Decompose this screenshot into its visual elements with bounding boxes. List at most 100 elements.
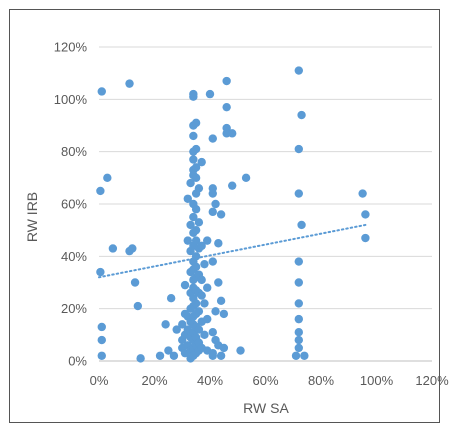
- data-point: [186, 178, 195, 188]
- data-point: [219, 309, 229, 319]
- data-point: [294, 189, 303, 198]
- data-point: [208, 189, 217, 198]
- data-point: [197, 275, 206, 285]
- data-point: [294, 278, 303, 287]
- data-point: [97, 351, 106, 360]
- x-tick-label: 0%: [90, 373, 109, 388]
- x-tick-label: 100%: [360, 373, 394, 388]
- data-point: [219, 343, 229, 353]
- data-point: [194, 218, 204, 227]
- data-point: [191, 173, 201, 183]
- data-point: [191, 236, 201, 245]
- data-point: [205, 89, 215, 99]
- data-point: [183, 194, 192, 203]
- gridlines: [99, 46, 432, 362]
- data-point: [294, 299, 303, 308]
- data-point: [197, 291, 206, 300]
- data-point: [200, 299, 209, 308]
- x-tick-label: 80%: [308, 373, 334, 388]
- y-axis-title: RW IRB: [24, 192, 40, 242]
- data-point: [294, 335, 303, 345]
- data-point: [180, 280, 190, 290]
- data-point: [133, 301, 143, 311]
- data-point: [294, 343, 303, 353]
- trendline: [98, 223, 367, 279]
- data-point: [191, 205, 201, 214]
- y-tick-label: 20%: [61, 301, 87, 316]
- data-point: [200, 259, 209, 269]
- data-point: [300, 351, 309, 360]
- data-point: [294, 328, 303, 337]
- data-point: [136, 354, 145, 363]
- data-point: [294, 144, 303, 154]
- data-point: [291, 351, 301, 360]
- data-point: [194, 184, 204, 193]
- data-point: [172, 325, 181, 334]
- y-tick-labels: 0% 20% 40% 60% 80% 100% 120%: [54, 40, 88, 369]
- data-point: [166, 294, 176, 303]
- data-point: [214, 278, 223, 287]
- y-tick-label: 0%: [68, 354, 87, 369]
- data-point: [297, 110, 306, 120]
- x-tick-labels: 0% 20% 40% 60% 80% 100% 120%: [90, 373, 449, 388]
- x-tick-label: 20%: [141, 373, 167, 388]
- data-point: [211, 307, 220, 316]
- data-point: [241, 173, 251, 183]
- data-point: [211, 199, 220, 209]
- y-tick-label: 100%: [54, 92, 88, 107]
- data-point: [128, 244, 137, 253]
- data-point: [200, 330, 209, 340]
- data-point: [96, 186, 105, 196]
- data-point: [208, 257, 217, 266]
- data-points: [96, 66, 370, 363]
- data-point: [358, 189, 367, 198]
- data-point: [103, 173, 112, 183]
- data-point: [97, 335, 106, 345]
- data-point: [294, 257, 303, 266]
- data-point: [294, 66, 303, 75]
- data-point: [214, 239, 223, 248]
- x-tick-label: 60%: [252, 373, 278, 388]
- data-point: [228, 129, 237, 138]
- data-point: [216, 351, 226, 360]
- data-point: [297, 220, 306, 230]
- data-point: [189, 131, 198, 141]
- data-point: [208, 328, 217, 337]
- data-point: [183, 236, 192, 245]
- data-point: [186, 220, 195, 230]
- y-tick-label: 60%: [61, 197, 87, 212]
- data-point: [189, 212, 198, 222]
- data-point: [208, 207, 217, 217]
- data-point: [361, 233, 370, 243]
- data-point: [191, 144, 201, 154]
- data-point: [169, 351, 179, 360]
- data-point: [228, 181, 237, 190]
- data-point: [203, 314, 212, 324]
- data-point: [155, 351, 165, 360]
- data-point: [164, 346, 173, 355]
- x-axis-title: RW SA: [243, 400, 289, 416]
- data-point: [161, 320, 170, 329]
- data-point: [222, 76, 231, 86]
- data-point: [191, 225, 201, 235]
- y-tick-label: 120%: [54, 40, 88, 55]
- data-point: [108, 244, 118, 253]
- data-point: [194, 325, 204, 334]
- data-point: [294, 314, 303, 324]
- data-point: [130, 278, 140, 287]
- data-point: [191, 118, 201, 128]
- data-point: [191, 252, 201, 261]
- data-point: [97, 322, 106, 332]
- data-point: [216, 296, 226, 306]
- data-point: [216, 210, 226, 219]
- data-point: [361, 210, 370, 219]
- data-point: [125, 79, 134, 88]
- data-point: [191, 262, 201, 271]
- data-point: [208, 134, 217, 143]
- data-point: [203, 236, 212, 245]
- data-point: [189, 155, 198, 164]
- x-tick-label: 40%: [197, 373, 223, 388]
- data-point: [222, 102, 231, 112]
- data-point: [189, 89, 198, 99]
